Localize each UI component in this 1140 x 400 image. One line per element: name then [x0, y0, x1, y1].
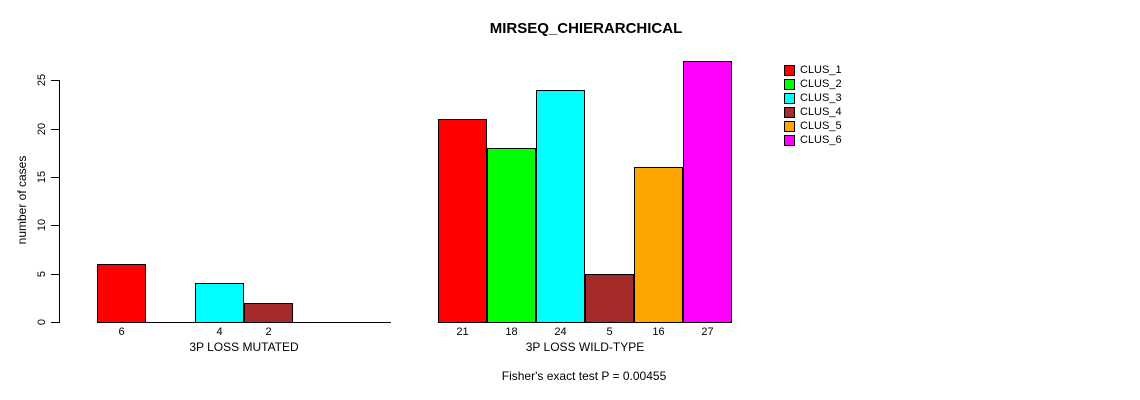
y-tick-label-15: 15 — [36, 170, 48, 184]
legend-label-clus_3: CLUS_3 — [800, 92, 842, 104]
legend-swatch-clus_6 — [784, 134, 795, 146]
legend-row-clus_2: CLUS_2 — [784, 77, 842, 91]
bar-value-label-clus_5-group-2: 16 — [652, 326, 665, 338]
bar-value-label-clus_3-group-2: 24 — [554, 326, 567, 338]
legend-label-clus_1: CLUS_1 — [800, 64, 842, 76]
legend-swatch-clus_4 — [784, 106, 795, 118]
fisher-exact-test-annotation: Fisher's exact test P = 0.00455 — [501, 369, 667, 383]
legend-row-clus_6: CLUS_6 — [784, 133, 842, 147]
legend-swatch-clus_3 — [784, 92, 795, 104]
bar-clus_6-group-2 — [683, 61, 732, 323]
bar-clus_4-group-2 — [585, 274, 634, 323]
chart-title: MIRSEQ_CHIERARCHICAL — [489, 20, 683, 37]
y-tick-label-10: 10 — [36, 218, 48, 232]
legend-label-clus_2: CLUS_2 — [800, 78, 842, 90]
bar-clus_1-group-1 — [97, 264, 146, 323]
bar-clus_1-group-2 — [438, 119, 487, 323]
bar-clus_2-group-2 — [487, 148, 536, 323]
legend-swatch-clus_1 — [784, 64, 795, 76]
bar-value-label-clus_1-group-1: 6 — [118, 326, 125, 338]
y-tick-line-20 — [51, 129, 59, 130]
y-tick-label-20: 20 — [36, 122, 48, 136]
legend-swatch-clus_5 — [784, 120, 795, 132]
group-label-3p-loss-wild-type: 3P LOSS WILD-TYPE — [525, 340, 645, 354]
bar-clus_5-group-2 — [634, 167, 683, 323]
bar-value-label-clus_3-group-1: 4 — [216, 326, 223, 338]
y-tick-line-0 — [51, 322, 59, 323]
y-tick-line-5 — [51, 274, 59, 275]
y-tick-label-25: 25 — [36, 73, 48, 87]
legend-row-clus_4: CLUS_4 — [784, 105, 842, 119]
legend-swatch-clus_2 — [784, 78, 795, 90]
legend-label-clus_4: CLUS_4 — [800, 106, 842, 118]
y-axis-title: number of cases — [15, 155, 29, 245]
bar-value-label-clus_1-group-2: 21 — [456, 326, 469, 338]
legend-row-clus_3: CLUS_3 — [784, 91, 842, 105]
y-tick-line-10 — [51, 225, 59, 226]
bar-clus_3-group-1 — [195, 283, 244, 323]
bar-value-label-clus_2-group-2: 18 — [505, 326, 518, 338]
legend-row-clus_1: CLUS_1 — [784, 63, 842, 77]
y-tick-label-5: 5 — [36, 270, 48, 278]
y-axis-line — [59, 80, 60, 323]
bar-clus_3-group-2 — [536, 90, 585, 323]
bar-value-label-clus_4-group-2: 5 — [606, 326, 613, 338]
y-tick-line-15 — [51, 177, 59, 178]
legend: CLUS_1 CLUS_2 CLUS_3 CLUS_4 CLUS_5 CLUS_6 — [784, 63, 842, 147]
legend-label-clus_6: CLUS_6 — [800, 134, 842, 146]
legend-label-clus_5: CLUS_5 — [800, 120, 842, 132]
y-tick-label-0: 0 — [36, 318, 48, 326]
bar-value-label-clus_6-group-2: 27 — [701, 326, 714, 338]
y-tick-line-25 — [51, 80, 59, 81]
legend-row-clus_5: CLUS_5 — [784, 119, 842, 133]
bar-clus_4-group-1 — [244, 303, 293, 323]
bar-value-label-clus_4-group-1: 2 — [265, 326, 272, 338]
group-label-3p-loss-mutated: 3P LOSS MUTATED — [189, 340, 299, 354]
